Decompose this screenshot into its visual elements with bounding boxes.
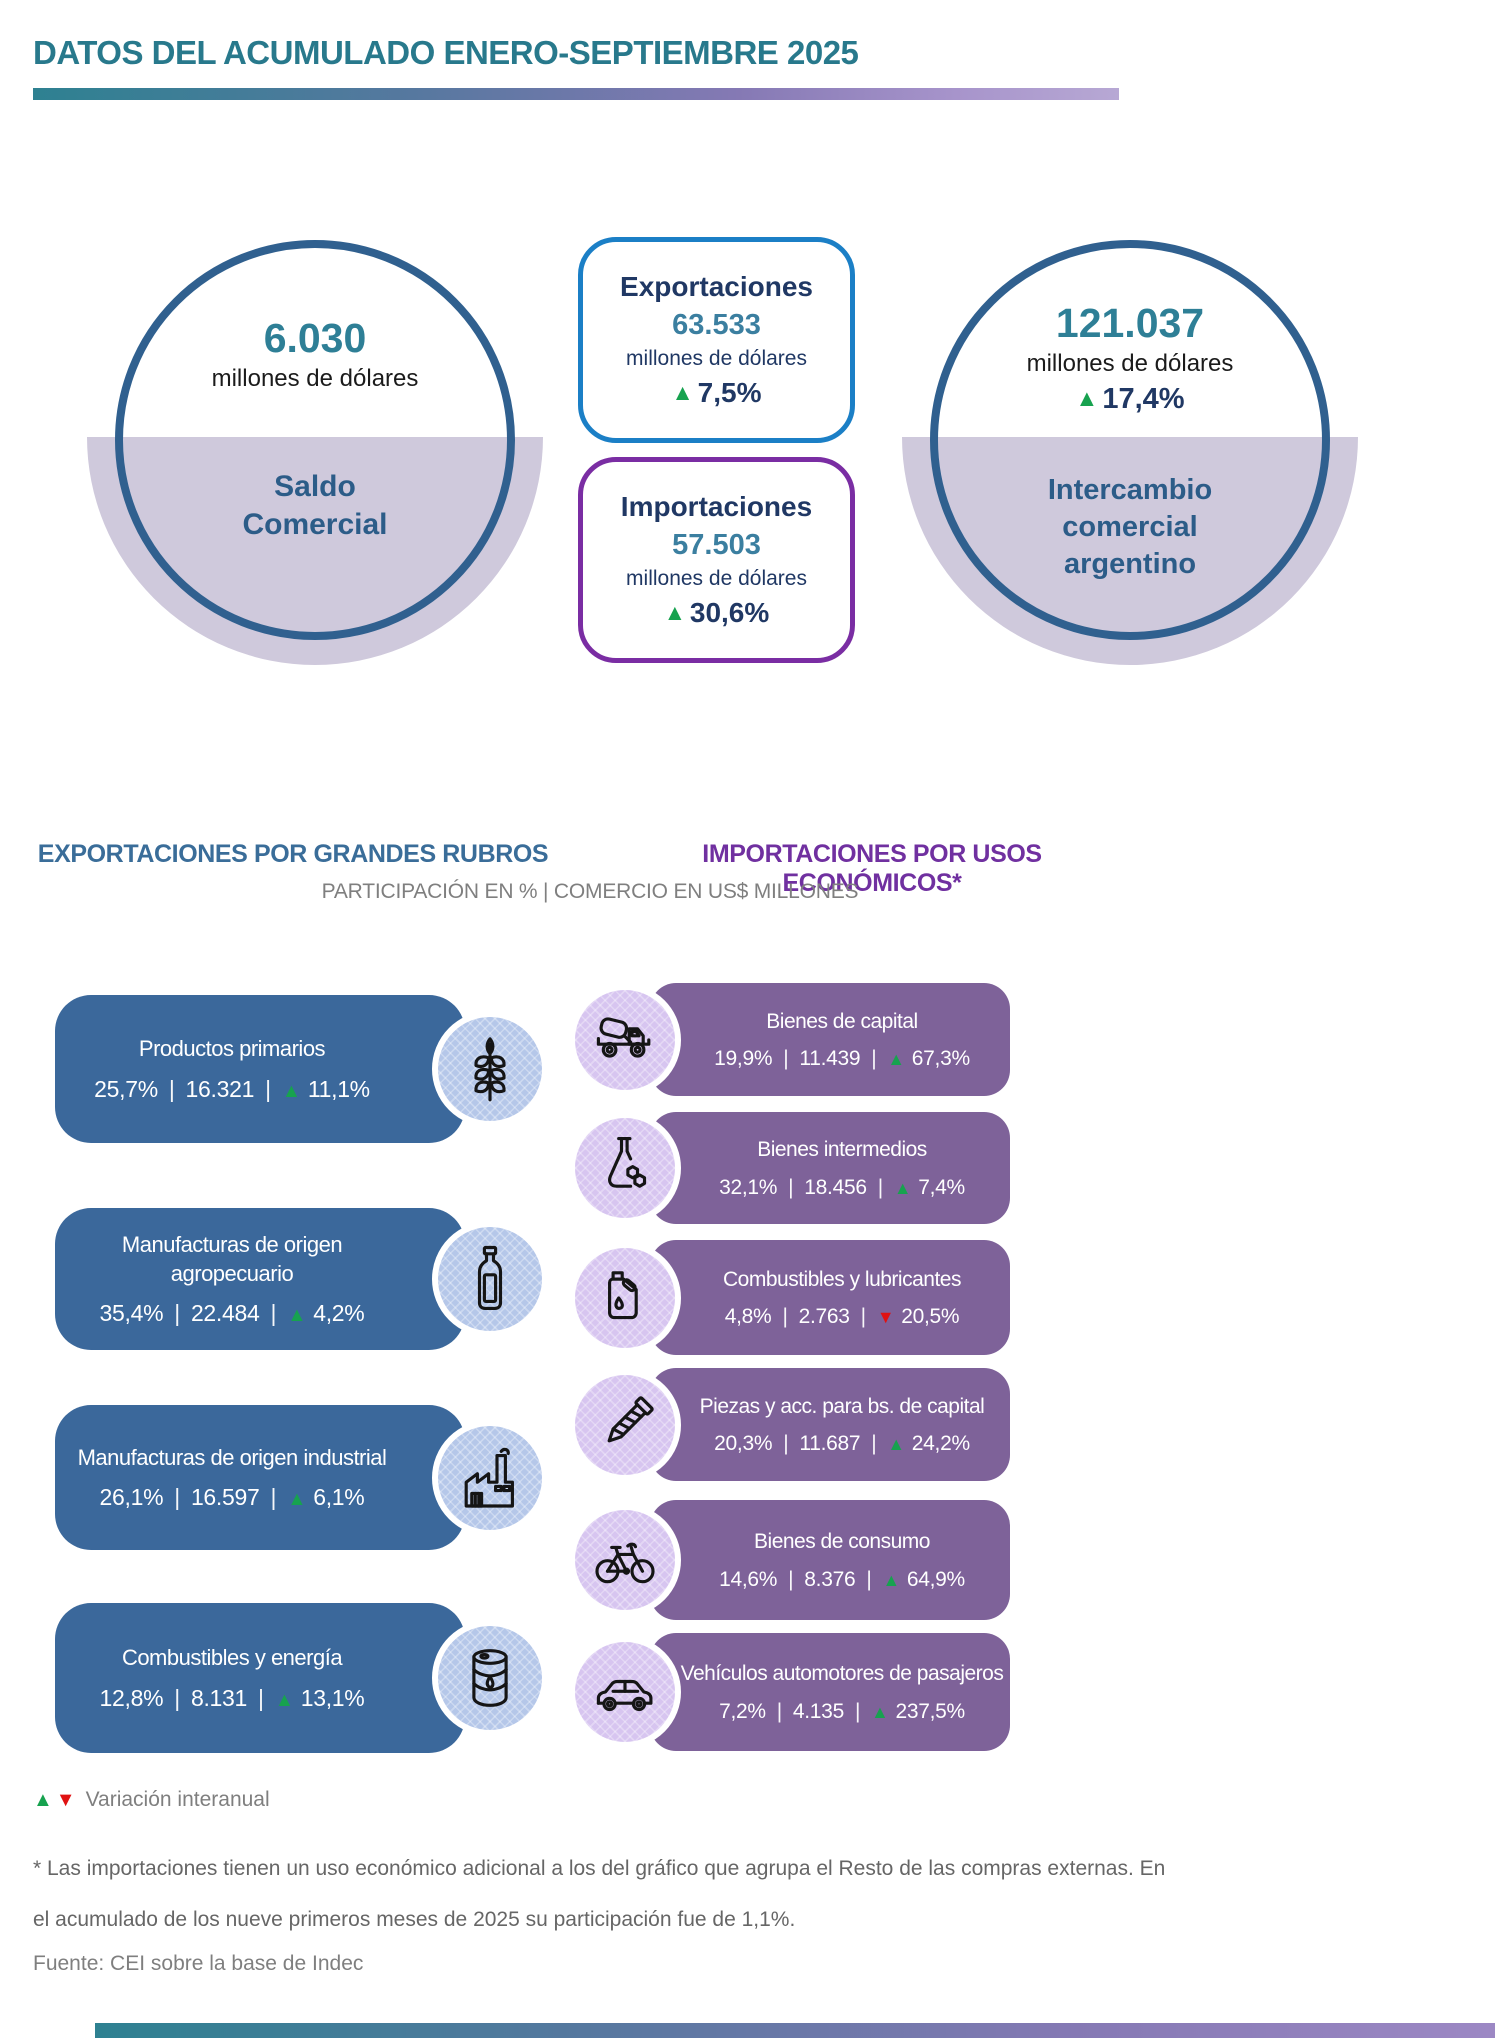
import-row-combustibles-lubricantes: Combustibles y lubricantes 4,8% | 2.763 | ▼ 2… bbox=[0, 1240, 1495, 1355]
intercambio-unit: millones de dólares bbox=[1026, 350, 1234, 378]
car-icon bbox=[569, 1636, 681, 1748]
importaciones-variation: ▲ 30,6% bbox=[663, 596, 770, 628]
up-triangle-icon: ▲ bbox=[887, 1049, 905, 1070]
up-triangle-icon: ▲ bbox=[663, 599, 686, 625]
import-row-piezas: Piezas y acc. para bs. de capital 20,3% |… bbox=[0, 1368, 1495, 1481]
variation-legend: ▲ ▼ Variación interanual bbox=[33, 1788, 270, 1812]
factory-icon bbox=[432, 1419, 548, 1536]
import-row-bienes-consumo: Bienes de consumo 14,6% | 8.376 | ▲ 64,9% bbox=[0, 1500, 1495, 1620]
down-triangle-icon: ▼ bbox=[876, 1307, 895, 1328]
import-category-label: Combustibles y lubricantes bbox=[723, 1267, 961, 1291]
import-category-label: Piezas y acc. para bs. de capital bbox=[699, 1394, 985, 1418]
export-category-label: Manufacturas de origen industrial bbox=[77, 1444, 387, 1470]
oil-barrel-icon bbox=[432, 1620, 548, 1736]
footnote: * Las importaciones tienen un uso económ… bbox=[33, 1857, 1166, 1932]
export-bar: Manufacturas de origen agropecuario 35,4… bbox=[55, 1208, 465, 1350]
imports-section-header: IMPORTACIONES POR USOS ECONÓMICOS* bbox=[702, 840, 1042, 897]
intercambio-value: 121.037 bbox=[1055, 300, 1205, 346]
up-triangle-icon: ▲ bbox=[287, 1488, 307, 1511]
import-row-bienes-capital: Bienes de capital 19,9% | 11.439 | ▲ 67,3% bbox=[0, 983, 1495, 1096]
page-title: DATOS DEL ACUMULADO ENERO-SEPTIEMBRE 202… bbox=[33, 34, 859, 71]
saldo-label: Saldo Comercial bbox=[242, 470, 388, 542]
import-category-values: 14,6% | 8.376 | ▲ 64,9% bbox=[719, 1567, 965, 1591]
exportaciones-title: Exportaciones bbox=[620, 271, 813, 303]
export-bar: Manufacturas de origen industrial 26,1% |… bbox=[55, 1405, 465, 1550]
import-category-values: 7,2% | 4.135 | ▲ 237,5% bbox=[719, 1699, 965, 1723]
wheat-icon bbox=[432, 1011, 548, 1127]
import-bar: Bienes de capital 19,9% | 11.439 | ▲ 67,3% bbox=[650, 983, 1010, 1096]
export-row-moa: Manufacturas de origen agropecuario 35,4… bbox=[0, 1208, 1495, 1350]
exports-section-header: EXPORTACIONES POR GRANDES RUBROS bbox=[37, 840, 549, 868]
source-line: Fuente: CEI sobre la base de Indec bbox=[33, 1952, 364, 1975]
exportaciones-value: 63.533 bbox=[672, 309, 761, 342]
exportaciones-variation: ▲ 7,5% bbox=[671, 376, 762, 408]
bottle-icon bbox=[432, 1221, 548, 1337]
export-category-label: Productos primarios bbox=[138, 1036, 326, 1062]
export-row-combustibles: Combustibles y energía 12,8% | 8.131 | ▲ 13,1… bbox=[0, 1603, 1495, 1753]
export-bar: Productos primarios 25,7% | 16.321 | ▲ 11,1% bbox=[55, 995, 465, 1143]
export-category-values: 25,7% | 16.321 | ▲ 11,1% bbox=[94, 1075, 370, 1102]
import-category-label: Bienes de capital bbox=[766, 1009, 918, 1033]
import-category-values: 32,1% | 18.456 | ▲ 7,4% bbox=[719, 1175, 965, 1199]
import-bar: Vehículos automotores de pasajeros 7,2% |… bbox=[650, 1633, 1010, 1751]
export-category-values: 35,4% | 22.484 | ▲ 4,2% bbox=[99, 1300, 365, 1327]
export-category-values: 12,8% | 8.131 | ▲ 13,1% bbox=[99, 1684, 365, 1711]
import-bar: Bienes intermedios 32,1% | 18.456 | ▲ 7,4% bbox=[650, 1112, 1010, 1224]
import-row-bienes-intermedios: Bienes intermedios 32,1% | 18.456 | ▲ 7,4% bbox=[0, 1112, 1495, 1224]
up-triangle-icon: ▲ bbox=[671, 379, 694, 405]
intercambio-variation: ▲ 17,4% bbox=[1075, 382, 1185, 415]
up-triangle-icon: ▲ bbox=[33, 1789, 53, 1811]
import-category-label: Bienes intermedios bbox=[757, 1138, 927, 1162]
import-category-values: 19,9% | 11.439 | ▲ 67,3% bbox=[714, 1047, 970, 1071]
export-category-label: Manufacturas de origen agropecuario bbox=[121, 1231, 343, 1286]
importaciones-box: Importaciones 57.503 millones de dólares… bbox=[578, 457, 855, 663]
exportaciones-box: Exportaciones 63.533 millones de dólares… bbox=[578, 237, 855, 443]
import-bar: Bienes de consumo 14,6% | 8.376 | ▲ 64,9% bbox=[650, 1500, 1010, 1620]
up-triangle-icon: ▲ bbox=[274, 1688, 294, 1711]
exportaciones-unit: millones de dólares bbox=[626, 347, 807, 371]
importaciones-title: Importaciones bbox=[620, 491, 813, 523]
import-category-values: 4,8% | 2.763 | ▼ 20,5% bbox=[724, 1305, 960, 1329]
import-row-vehiculos: Vehículos automotores de pasajeros 7,2% |… bbox=[0, 1633, 1495, 1751]
importaciones-unit: millones de dólares bbox=[626, 567, 807, 591]
saldo-value-stack: 6.030 millones de dólares bbox=[115, 315, 515, 396]
export-category-values: 26,1% | 16.597 | ▲ 6,1% bbox=[99, 1484, 365, 1511]
intercambio-circle bbox=[930, 240, 1330, 640]
section-subtitle: PARTICIPACIÓN EN % | COMERCIO EN US$ MIL… bbox=[321, 880, 859, 903]
intercambio-value-stack: 121.037 millones de dólares ▲ 17,4% bbox=[930, 300, 1330, 418]
up-triangle-icon: ▲ bbox=[887, 1434, 905, 1455]
import-bar: Piezas y acc. para bs. de capital 20,3% |… bbox=[650, 1368, 1010, 1481]
saldo-circle bbox=[115, 240, 515, 640]
bottom-gradient-divider bbox=[95, 2023, 1495, 2038]
saldo-unit: millones de dólares bbox=[211, 365, 419, 393]
up-triangle-icon: ▲ bbox=[871, 1701, 889, 1722]
import-bar: Combustibles y lubricantes 4,8% | 2.763 | ▼ 2… bbox=[650, 1240, 1010, 1355]
intercambio-label: Intercambio comercial argentino bbox=[1047, 474, 1213, 581]
oil-can-icon bbox=[569, 1241, 681, 1354]
mixer-truck-icon bbox=[569, 983, 681, 1096]
up-triangle-icon: ▲ bbox=[882, 1569, 901, 1590]
up-triangle-icon: ▲ bbox=[1075, 384, 1099, 411]
import-category-label: Bienes de consumo bbox=[754, 1530, 930, 1554]
export-row-moi: Manufacturas de origen industrial 26,1% |… bbox=[0, 1405, 1495, 1550]
down-triangle-icon: ▼ bbox=[55, 1789, 76, 1811]
screw-icon bbox=[569, 1368, 681, 1481]
title-gradient-divider bbox=[33, 88, 1119, 100]
legend-text: Variación interanual bbox=[85, 1788, 270, 1811]
up-triangle-icon: ▲ bbox=[893, 1177, 912, 1198]
bicycle-icon bbox=[569, 1504, 681, 1616]
export-category-label: Combustibles y energía bbox=[121, 1645, 343, 1671]
saldo-value: 6.030 bbox=[263, 315, 367, 361]
up-triangle-icon: ▲ bbox=[287, 1304, 307, 1327]
export-bar: Combustibles y energía 12,8% | 8.131 | ▲ 13,1… bbox=[55, 1603, 465, 1753]
import-category-values: 20,3% | 11.687 | ▲ 24,2% bbox=[714, 1432, 970, 1456]
importaciones-value: 57.503 bbox=[672, 529, 761, 562]
import-category-label: Vehículos automotores de pasajeros bbox=[680, 1662, 1004, 1686]
up-triangle-icon: ▲ bbox=[281, 1079, 301, 1102]
export-row-productos-primarios: Productos primarios 25,7% | 16.321 | ▲ 11,1% bbox=[0, 995, 1495, 1143]
flask-icon bbox=[569, 1112, 681, 1224]
